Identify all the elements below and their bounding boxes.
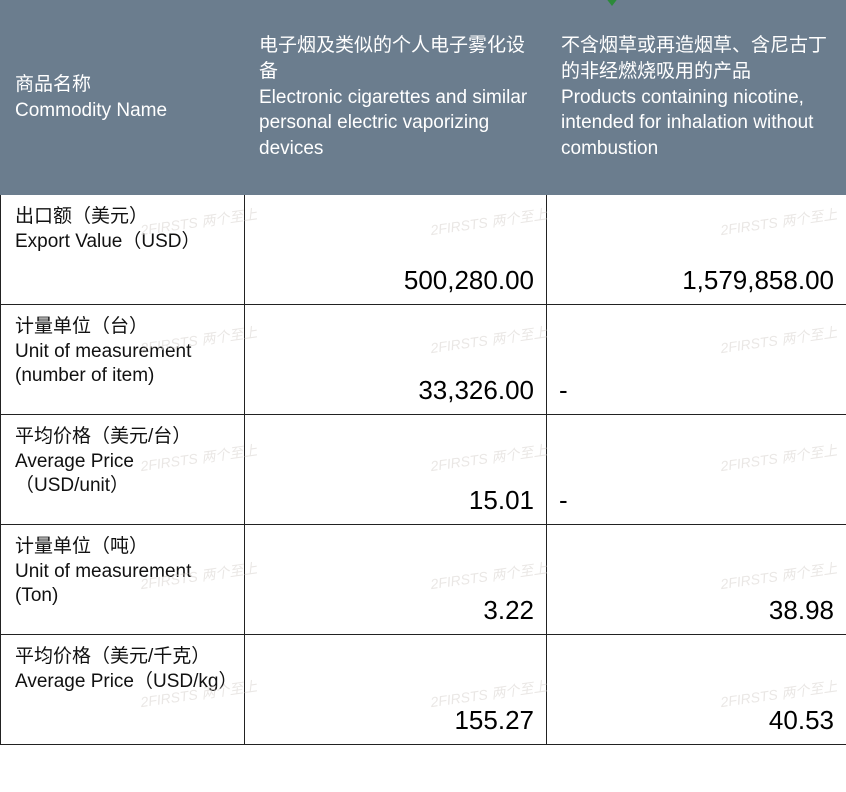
value-col-a: 3.22 (483, 595, 534, 626)
row-label: 出口额（美元） Export Value（USD） (1, 195, 245, 305)
row-label: 计量单位（台）Unit of measurement (number of it… (1, 305, 245, 415)
cell-col-a: 155.27 (245, 635, 547, 745)
cell-col-b: 38.98 (547, 525, 846, 635)
row-label: 计量单位（吨）Unit of measurement (Ton) (1, 525, 245, 635)
table-row: 出口额（美元） Export Value（USD） 500,280.00 1,579… (1, 195, 846, 305)
table-body: 出口额（美元） Export Value（USD） 500,280.00 1,579… (1, 195, 846, 745)
value-col-b: - (559, 375, 568, 406)
row-label-en: Average Price（USD/kg） (15, 670, 230, 695)
table-row: 计量单位（吨）Unit of measurement (Ton) 3.22 38.9… (1, 525, 846, 635)
cell-col-b: - (547, 415, 846, 525)
row-label-cn: 出口额（美元） (15, 205, 230, 230)
value-col-a: 155.27 (454, 705, 534, 736)
value-col-a: 15.01 (469, 485, 534, 516)
row-label: 平均价格（美元/台）Average Price（USD/unit） (1, 415, 245, 525)
table-row: 计量单位（台）Unit of measurement (number of it… (1, 305, 846, 415)
header-a-cn: 电子烟及类似的个人电子雾化设备 (259, 35, 525, 82)
value-col-a: 33,326.00 (418, 375, 534, 406)
table-row: 平均价格（美元/台）Average Price（USD/unit） 15.01- (1, 415, 846, 525)
header-label-en: Commodity Name (15, 100, 167, 121)
value-col-b: - (559, 485, 568, 516)
header-col-b: 不含烟草或再造烟草、含尼古丁的非经燃烧吸用的产品 Products contai… (547, 1, 846, 195)
row-label-en: Unit of measurement (number of item) (15, 340, 230, 389)
cell-col-a: 3.22 (245, 525, 547, 635)
value-col-b: 38.98 (769, 595, 834, 626)
cell-col-a: 15.01 (245, 415, 547, 525)
row-label-cn: 计量单位（台） (15, 315, 230, 340)
pointer-arrow-icon (598, 0, 626, 6)
header-col-a: 电子烟及类似的个人电子雾化设备 Electronic cigarettes an… (245, 1, 547, 195)
value-col-b: 40.53 (769, 705, 834, 736)
cell-col-b: 40.53 (547, 635, 846, 745)
row-label-en: Export Value（USD） (15, 230, 230, 255)
header-label-cn: 商品名称 (15, 74, 91, 95)
row-label-en: Average Price（USD/unit） (15, 450, 230, 499)
commodity-table: 商品名称 Commodity Name 电子烟及类似的个人电子雾化设备 Elec… (0, 0, 846, 745)
row-label-cn: 平均价格（美元/台） (15, 425, 230, 450)
header-commodity-name: 商品名称 Commodity Name (1, 1, 245, 195)
table-header-row: 商品名称 Commodity Name 电子烟及类似的个人电子雾化设备 Elec… (1, 1, 846, 195)
value-col-b: 1,579,858.00 (682, 265, 834, 296)
header-b-en: Products containing nicotine, intended f… (561, 87, 813, 159)
row-label-en: Unit of measurement (Ton) (15, 560, 230, 609)
header-a-en: Electronic cigarettes and similar person… (259, 87, 527, 159)
cell-col-b: - (547, 305, 846, 415)
table-row: 平均价格（美元/千克）Average Price（USD/kg） 155.27 40… (1, 635, 846, 745)
row-label-cn: 计量单位（吨） (15, 535, 230, 560)
row-label-cn: 平均价格（美元/千克） (15, 645, 230, 670)
cell-col-a: 500,280.00 (245, 195, 547, 305)
value-col-a: 500,280.00 (404, 265, 534, 296)
cell-col-a: 33,326.00 (245, 305, 547, 415)
header-b-cn: 不含烟草或再造烟草、含尼古丁的非经燃烧吸用的产品 (561, 35, 827, 82)
cell-col-b: 1,579,858.00 (547, 195, 846, 305)
row-label: 平均价格（美元/千克）Average Price（USD/kg） (1, 635, 245, 745)
